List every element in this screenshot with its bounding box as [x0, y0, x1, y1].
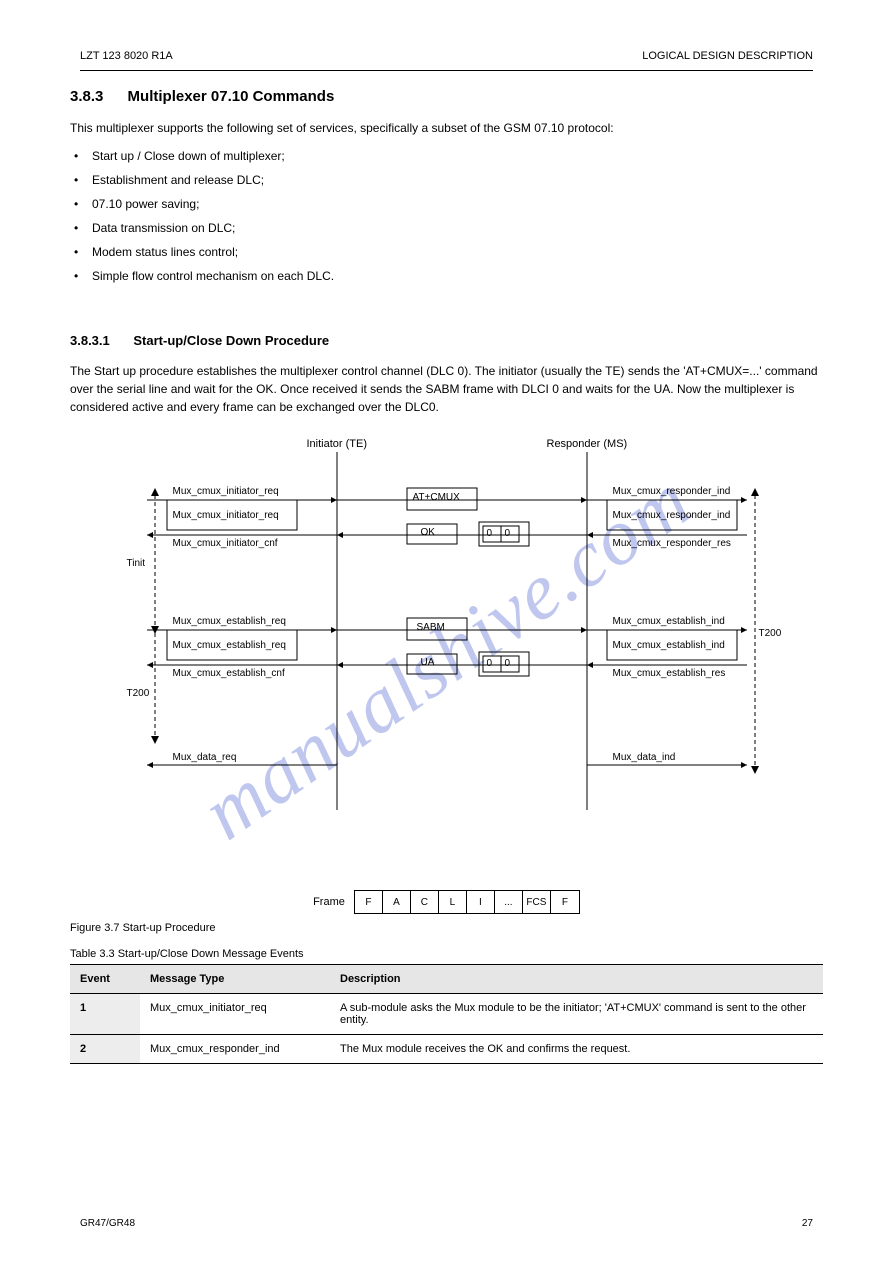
- intro-paragraph: This multiplexer supports the following …: [70, 119, 823, 137]
- bullet-icon: •: [74, 243, 92, 261]
- header-right: LOGICAL DESIGN DESCRIPTION: [642, 50, 813, 62]
- subsection-title: Start-up/Close Down Procedure: [133, 333, 329, 348]
- bullet-text: Start up / Close down of multiplexer;: [92, 147, 285, 165]
- footer-right: 27: [802, 1218, 813, 1229]
- bullet-text: Modem status lines control;: [92, 243, 238, 261]
- table-header-row: Event Message Type Description: [70, 965, 823, 994]
- content: 3.8.3 Multiplexer 07.10 Commands This mu…: [70, 88, 823, 1064]
- events-table: Event Message Type Description 1 Mux_cmu…: [70, 964, 823, 1064]
- subsection-heading: 3.8.3.1 Start-up/Close Down Procedure: [70, 333, 823, 348]
- header-left: LZT 123 8020 R1A: [80, 50, 173, 62]
- label-t200-left: T200: [127, 688, 150, 699]
- cell-msgtype: Mux_cmux_initiator_req: [140, 994, 330, 1035]
- bullet-item: •Simple flow control mechanism on each D…: [74, 267, 823, 285]
- bullet-text: 07.10 power saving;: [92, 195, 199, 213]
- bullet-icon: •: [74, 171, 92, 189]
- actor-initiator: Initiator (TE): [307, 438, 368, 450]
- bullet-item: •Modem status lines control;: [74, 243, 823, 261]
- bullet-text: Simple flow control mechanism on each DL…: [92, 267, 334, 285]
- bullet-icon: •: [74, 267, 92, 285]
- cell-event: 1: [70, 994, 140, 1035]
- section-number: 3.8.3: [70, 88, 103, 105]
- section-heading: 3.8.3 Multiplexer 07.10 Commands: [70, 88, 823, 105]
- msg-sabm: SABM: [417, 622, 445, 633]
- subsection-number: 3.8.3.1: [70, 333, 110, 348]
- legend-cell: A: [383, 891, 411, 913]
- bullet-item: •Establishment and release DLC;: [74, 171, 823, 189]
- header-rule: [80, 70, 813, 71]
- bullet-icon: •: [74, 219, 92, 237]
- bullet-item: •Start up / Close down of multiplexer;: [74, 147, 823, 165]
- cell-event: 2: [70, 1035, 140, 1064]
- page-root: LZT 123 8020 R1A LOGICAL DESIGN DESCRIPT…: [0, 0, 893, 1263]
- label-data-ind: Mux_data_ind: [613, 752, 676, 763]
- pkt-00-b: 0: [505, 528, 511, 539]
- label-estab-cnf: Mux_cmux_establish_cnf: [173, 668, 285, 679]
- label-data-req: Mux_data_req: [173, 752, 237, 763]
- bullet-text: Establishment and release DLC;: [92, 171, 264, 189]
- table-row: 1 Mux_cmux_initiator_req A sub-module as…: [70, 994, 823, 1035]
- legend-cell: F: [551, 891, 579, 913]
- figure-caption: Figure 3.7 Start-up Procedure: [70, 922, 823, 934]
- frame-legend: Frame F A C L I ... FCS F: [70, 890, 823, 914]
- label-t200-right: T200: [759, 628, 782, 639]
- label-resp-ind-box: Mux_cmux_responder_ind: [613, 510, 731, 521]
- cell-desc: A sub-module asks the Mux module to be t…: [330, 994, 823, 1035]
- pkt-00-d: 0: [505, 658, 511, 669]
- actor-responder: Responder (MS): [547, 438, 628, 450]
- label-estab-req: Mux_cmux_establish_req: [173, 616, 286, 627]
- legend-cell: I: [467, 891, 495, 913]
- sequence-diagram: Initiator (TE) Responder (MS) AT+CMUX OK…: [107, 440, 787, 880]
- bullet-icon: •: [74, 147, 92, 165]
- th-event: Event: [70, 965, 140, 994]
- label-estab-req-box: Mux_cmux_establish_req: [173, 640, 286, 651]
- label-init-req-box: Mux_cmux_initiator_req: [173, 510, 279, 521]
- legend-label: Frame: [313, 896, 345, 908]
- label-estab-res: Mux_cmux_establish_res: [613, 668, 726, 679]
- bullet-icon: •: [74, 195, 92, 213]
- page-footer: GR47/GR48 27: [80, 1218, 813, 1229]
- label-init-req: Mux_cmux_initiator_req: [173, 486, 279, 497]
- msg-ok: OK: [421, 527, 435, 538]
- legend-cell: FCS: [523, 891, 551, 913]
- cell-desc: The Mux module receives the OK and confi…: [330, 1035, 823, 1064]
- bullet-item: •07.10 power saving;: [74, 195, 823, 213]
- section-title: Multiplexer 07.10 Commands: [128, 88, 335, 105]
- legend-cell: F: [355, 891, 383, 913]
- msg-ua: UA: [421, 657, 435, 668]
- legend-cells: F A C L I ... FCS F: [354, 890, 580, 914]
- legend-cell: ...: [495, 891, 523, 913]
- legend-cell: C: [411, 891, 439, 913]
- th-msgtype: Message Type: [140, 965, 330, 994]
- th-desc: Description: [330, 965, 823, 994]
- table-caption: Table 3.3 Start-up/Close Down Message Ev…: [70, 948, 823, 960]
- msg-atcmux: AT+CMUX: [413, 492, 460, 503]
- bullet-text: Data transmission on DLC;: [92, 219, 235, 237]
- label-estab-ind: Mux_cmux_establish_ind: [613, 616, 725, 627]
- pkt-00-a: 0: [487, 528, 493, 539]
- label-estab-ind-box: Mux_cmux_establish_ind: [613, 640, 725, 651]
- paragraph-2: The Start up procedure establishes the m…: [70, 362, 823, 416]
- label-resp-res: Mux_cmux_responder_res: [613, 538, 731, 549]
- table-row: 2 Mux_cmux_responder_ind The Mux module …: [70, 1035, 823, 1064]
- pkt-00-c: 0: [487, 658, 493, 669]
- cell-msgtype: Mux_cmux_responder_ind: [140, 1035, 330, 1064]
- bullet-item: •Data transmission on DLC;: [74, 219, 823, 237]
- label-tinit: Tinit: [127, 558, 146, 569]
- legend-cell: L: [439, 891, 467, 913]
- label-resp-ind: Mux_cmux_responder_ind: [613, 486, 731, 497]
- footer-left: GR47/GR48: [80, 1218, 135, 1229]
- label-init-cnf: Mux_cmux_initiator_cnf: [173, 538, 278, 549]
